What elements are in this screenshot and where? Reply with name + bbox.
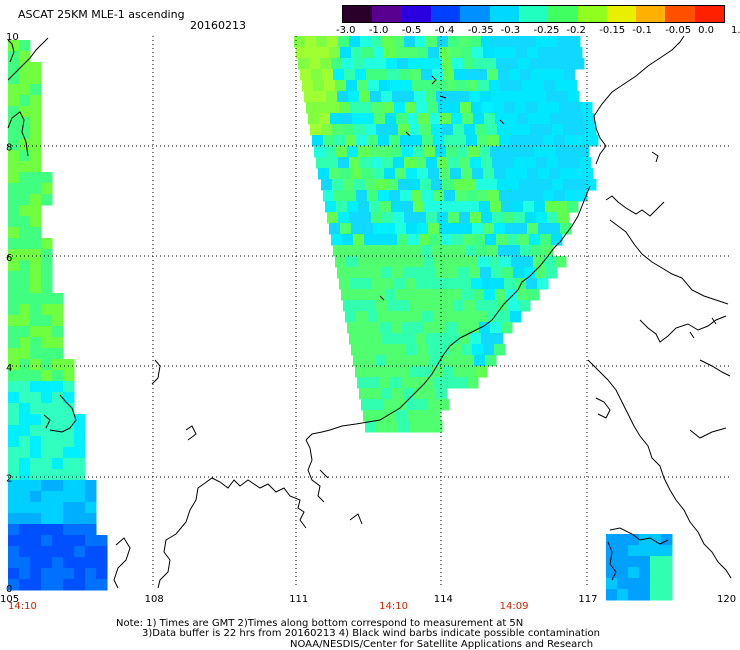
colorbar-label: -0.25: [533, 25, 560, 36]
longitude-label: 111: [289, 594, 308, 605]
gridlines: [8, 36, 731, 588]
colorbar-swatch: [577, 6, 608, 22]
colorbar-label: -0.4: [434, 25, 455, 36]
colorbar-label: -0.5: [401, 25, 422, 36]
latitude-label: 2: [6, 474, 12, 485]
colorbar-label: -3.0: [336, 25, 356, 36]
colorbar-swatch: [401, 6, 432, 22]
colorbar-swatch: [430, 6, 461, 22]
colorbar-label: -0.35: [467, 25, 494, 36]
time-label: 14:10: [8, 601, 37, 612]
note-line-3: NOAA/NESDIS/Center for Satellite Applica…: [290, 639, 594, 650]
longitude-label: 105: [0, 594, 19, 605]
colorbar-swatch: [372, 6, 403, 22]
colorbar-swatch: [548, 6, 578, 22]
product-date: 20160213: [190, 19, 246, 32]
note-line-1: Note: 1) Times are GMT 2)Times along bot…: [116, 618, 524, 629]
colorbar-swatch: [606, 6, 637, 22]
colorbar-label: -0.1: [632, 25, 652, 36]
colorbar-swatch: [636, 6, 666, 22]
colorbar-label: -0.2: [566, 25, 586, 36]
colorbar-swatch: [460, 6, 490, 22]
latitude-label: 6: [6, 253, 12, 264]
time-labels: 14:10 14:10 14:09: [8, 601, 528, 612]
colorbar-swatch: [343, 6, 373, 22]
longitude-labels: 105 108 111 114 117 120: [0, 594, 736, 605]
colorbar-swatch: [694, 6, 725, 22]
colorbar-label: -0.3: [500, 25, 521, 36]
colorbar-label: 0.0: [698, 25, 714, 36]
latitude-labels: 10 8 6 4 2 0: [6, 32, 19, 595]
colorbar-swatch: [518, 6, 549, 22]
colorbar-labels: -3.0 -1.0 -0.5 -0.4 -0.35 -0.3 -0.25 -0.2 -0.15-…: [330, 25, 740, 37]
colorbar-label: 1.0: [731, 25, 740, 36]
latitude-label: 4: [6, 363, 12, 374]
longitude-label: 117: [578, 594, 597, 605]
colorbar-swatch: [665, 6, 696, 22]
product-title: ASCAT 25KM MLE-1 ascending: [18, 8, 185, 21]
note-line-2: 3)Data buffer is 22 hrs from 20160213 4)…: [142, 628, 600, 639]
longitude-label: 120: [717, 594, 736, 605]
longitude-label: 108: [145, 594, 164, 605]
longitude-label: 114: [434, 594, 453, 605]
colorbar: [342, 5, 725, 23]
colorbar-label: -0.05: [665, 25, 692, 36]
colorbar-label: -1.0: [368, 25, 389, 36]
coastline: [7, 35, 732, 589]
time-label: 14:10: [379, 601, 408, 612]
latitude-label: 8: [6, 142, 12, 153]
latitude-label: 10: [6, 32, 19, 43]
time-label: 14:09: [500, 601, 529, 612]
colorbar-swatch: [489, 6, 520, 22]
colorbar-label: -0.15: [599, 25, 626, 36]
latitude-label: 0: [6, 584, 12, 595]
